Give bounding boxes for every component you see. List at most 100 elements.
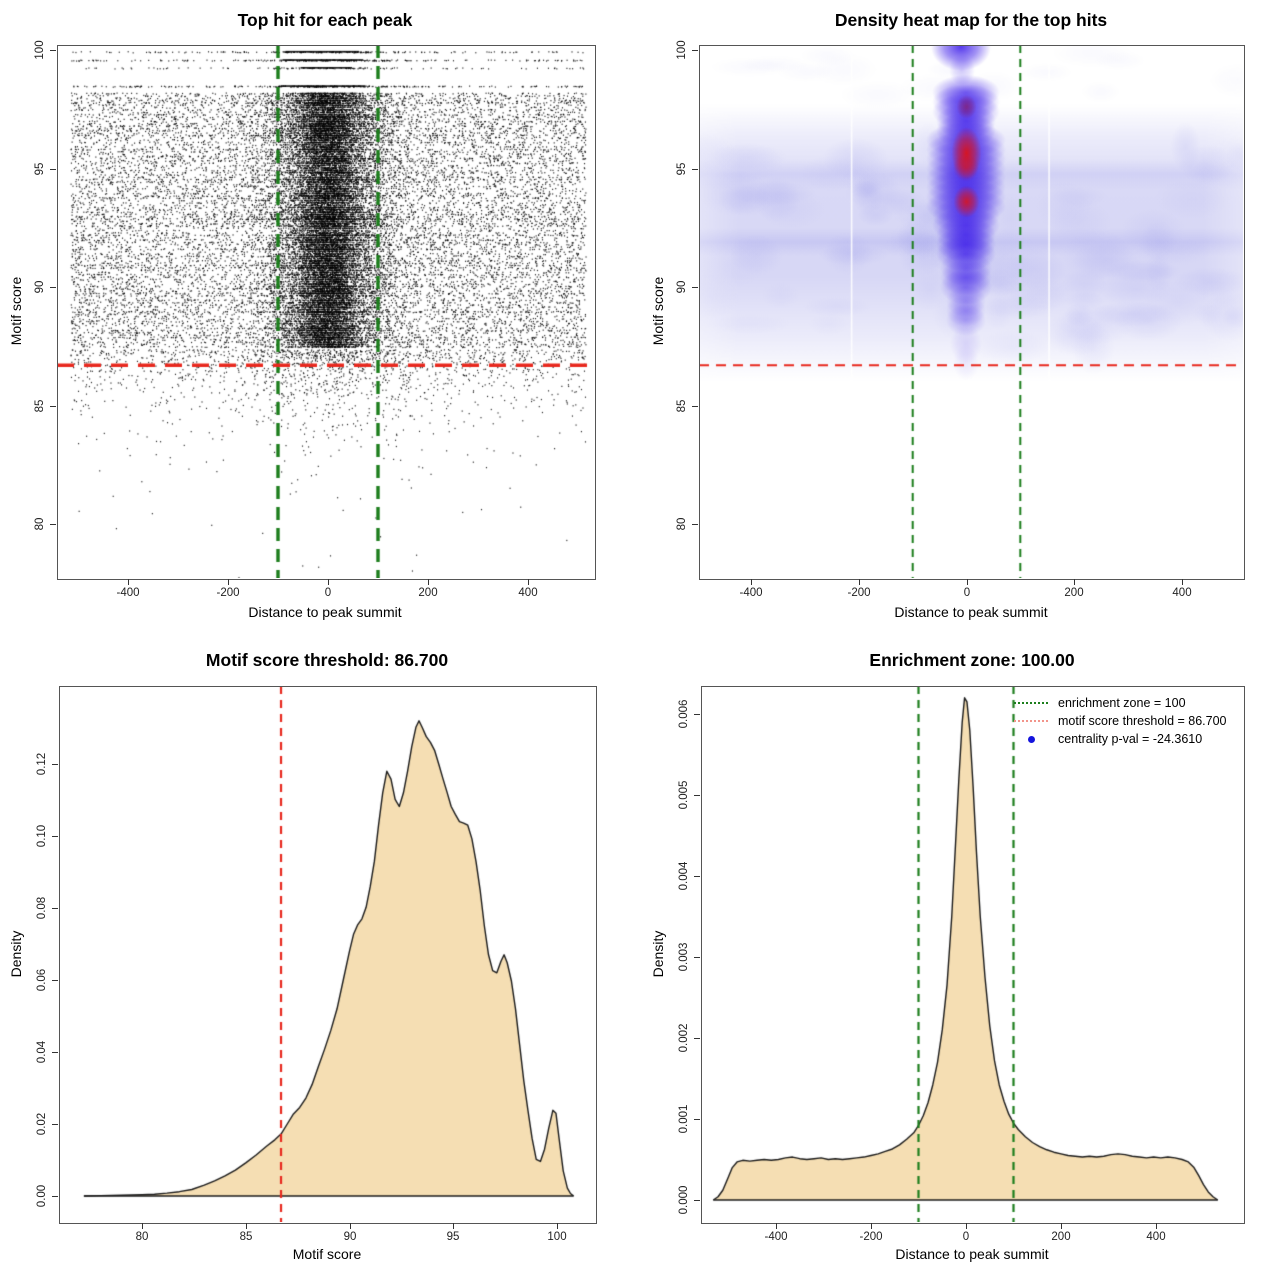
tl-x-tick-label: -200 [216, 587, 240, 599]
tl-x-tick-label: 0 [324, 587, 332, 599]
bl-x-tick-label: 85 [239, 1231, 253, 1243]
tl-x-tick-mark [328, 579, 329, 585]
tl-y-tick-label: 95 [34, 162, 46, 175]
heatmap-plot-canvas [699, 45, 1243, 578]
tr-y-tick-label: 100 [676, 40, 688, 60]
heatmap-ylabel: Motif score [650, 276, 666, 346]
legend-row-enrichment-zone: enrichment zone = 100 [1014, 694, 1227, 712]
bl-y-tick-label: 0.04 [36, 1040, 48, 1064]
score-density-title: Motif score threshold: 86.700 [205, 650, 449, 670]
bl-y-tick-mark [52, 764, 58, 765]
br-y-tick-label: 0.004 [678, 861, 690, 891]
br-x-tick-label: 200 [1051, 1231, 1071, 1243]
bl-y-tick-label: 0.08 [36, 896, 48, 920]
bl-y-tick-mark [52, 836, 58, 837]
br-x-tick-label: -400 [764, 1231, 788, 1243]
legend-label: centrality p-val = -24.3610 [1058, 732, 1203, 746]
score-density-canvas [59, 686, 595, 1222]
tl-y-tick-label: 90 [34, 280, 46, 294]
br-y-tick-mark [694, 1200, 700, 1201]
tl-y-tick-mark [50, 524, 56, 525]
tr-x-tick-label: 0 [963, 587, 971, 599]
br-y-tick-label: 0.000 [678, 1185, 690, 1215]
tl-x-tick-mark [428, 579, 429, 585]
tr-x-tick-label: -400 [739, 587, 763, 599]
legend-label: motif score threshold = 86.700 [1058, 714, 1227, 728]
bl-x-tick-mark [557, 1223, 558, 1229]
tr-x-tick-mark [751, 579, 752, 585]
distance-density-canvas [701, 686, 1243, 1222]
green-dotted-line-icon [1014, 702, 1048, 704]
br-y-tick-mark [694, 876, 700, 877]
tr-x-tick-label: 400 [1172, 587, 1192, 599]
heatmap-title: Density heat map for the top hits [834, 10, 1108, 30]
tr-y-tick-mark [692, 524, 698, 525]
bl-x-tick-mark [246, 1223, 247, 1229]
tl-x-tick-label: 200 [418, 587, 438, 599]
bl-y-tick-label: 0.02 [36, 1112, 48, 1136]
tr-x-tick-label: 200 [1064, 587, 1084, 599]
bl-y-tick-mark [52, 908, 58, 909]
bl-y-tick-mark [52, 1124, 58, 1125]
tr-x-tick-mark [967, 579, 968, 585]
br-y-tick-mark [694, 1038, 700, 1039]
bl-x-tick-label: 80 [135, 1231, 149, 1243]
tl-y-tick-mark [50, 405, 56, 407]
br-y-tick-label: 0.006 [678, 699, 690, 729]
tr-y-tick-mark [692, 168, 698, 170]
bl-x-tick-mark [453, 1223, 454, 1229]
tl-y-tick-mark [50, 168, 56, 170]
br-x-tick-mark [1156, 1223, 1157, 1229]
tr-x-tick-mark [859, 579, 860, 585]
bl-y-tick-mark [52, 1196, 58, 1197]
br-y-tick-label: 0.001 [678, 1104, 690, 1134]
br-x-tick-label: -200 [859, 1231, 883, 1243]
distance-density-title: Enrichment zone: 100.00 [869, 650, 1075, 670]
tr-y-tick-mark [692, 405, 698, 407]
bl-y-tick-label: 0.12 [36, 752, 48, 776]
plot-legend: enrichment zone = 100 motif score thresh… [1014, 694, 1227, 748]
br-y-tick-mark [694, 1119, 700, 1120]
bl-x-tick-label: 95 [446, 1231, 460, 1243]
tr-x-tick-mark [1074, 579, 1075, 585]
br-x-tick-mark [776, 1223, 777, 1229]
br-x-tick-label: 0 [962, 1231, 970, 1243]
bl-y-tick-label: 0.06 [36, 968, 48, 992]
score-density-ylabel: Density [8, 930, 24, 978]
br-y-tick-mark [694, 957, 700, 958]
tl-y-tick-label: 85 [34, 399, 46, 412]
tl-y-tick-mark [50, 287, 56, 288]
bl-y-tick-mark [52, 980, 58, 981]
tr-x-tick-label: -200 [847, 587, 871, 599]
legend-label: enrichment zone = 100 [1058, 696, 1186, 710]
tl-x-tick-label: -400 [116, 587, 140, 599]
red-dotted-line-icon [1014, 720, 1048, 722]
br-x-tick-mark [871, 1223, 872, 1229]
br-y-tick-label: 0.003 [678, 942, 690, 972]
scatter-plot-canvas [57, 45, 594, 578]
bl-x-tick-label: 100 [547, 1231, 567, 1243]
br-y-tick-label: 0.002 [678, 1023, 690, 1053]
br-x-tick-mark [966, 1223, 967, 1229]
br-x-tick-mark [1061, 1223, 1062, 1229]
bl-y-tick-mark [52, 1052, 58, 1053]
bl-y-tick-label: 0.00 [36, 1184, 48, 1208]
bl-x-tick-mark [350, 1223, 351, 1229]
tl-x-tick-mark [128, 579, 129, 585]
tl-x-tick-mark [228, 579, 229, 585]
tr-x-tick-mark [1182, 579, 1183, 585]
bl-x-tick-label: 90 [343, 1231, 357, 1243]
tr-y-tick-label: 95 [676, 162, 688, 175]
scatter-title: Top hit for each peak [237, 10, 413, 30]
bl-x-tick-mark [142, 1223, 143, 1229]
tl-y-tick-label: 80 [34, 517, 46, 531]
br-x-tick-label: 400 [1146, 1231, 1166, 1243]
legend-row-score-threshold: motif score threshold = 86.700 [1014, 712, 1227, 730]
distance-density-xlabel: Distance to peak summit [895, 1246, 1049, 1262]
heatmap-xlabel: Distance to peak summit [894, 604, 1048, 620]
tr-y-tick-mark [692, 287, 698, 288]
score-density-xlabel: Motif score [292, 1246, 362, 1262]
tl-y-tick-label: 100 [34, 40, 46, 60]
tl-y-tick-mark [50, 50, 56, 51]
